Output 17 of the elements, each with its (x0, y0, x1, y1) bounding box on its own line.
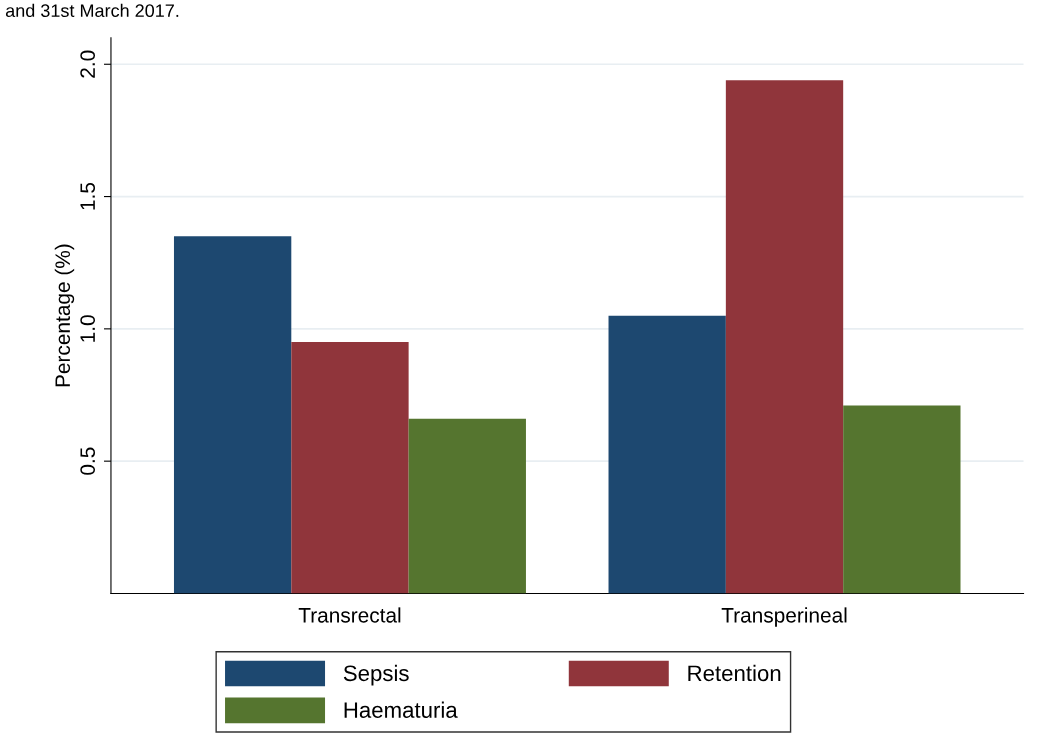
y-tick-label: 1.5 (80, 182, 96, 210)
bar (173, 236, 292, 594)
x-tick-label: Transrectal (298, 607, 401, 623)
legend-label: Retention (688, 664, 781, 682)
bar (408, 418, 526, 594)
bar (291, 342, 409, 594)
y-axis-title: Percentage (%) (54, 244, 75, 387)
legend-label: Sepsis (343, 664, 409, 686)
bar (843, 405, 961, 594)
y-tick-label: 0.5 (80, 447, 96, 475)
y-tick-label: 1.0 (80, 315, 96, 342)
bar (725, 80, 844, 594)
bar (608, 315, 726, 594)
text: and 31st March 2017. (5, 3, 179, 18)
y-tick-label: 2.0 (80, 50, 96, 78)
x-tick-label: Transperineal (721, 607, 847, 627)
legend-label: Haematuria (344, 701, 458, 718)
